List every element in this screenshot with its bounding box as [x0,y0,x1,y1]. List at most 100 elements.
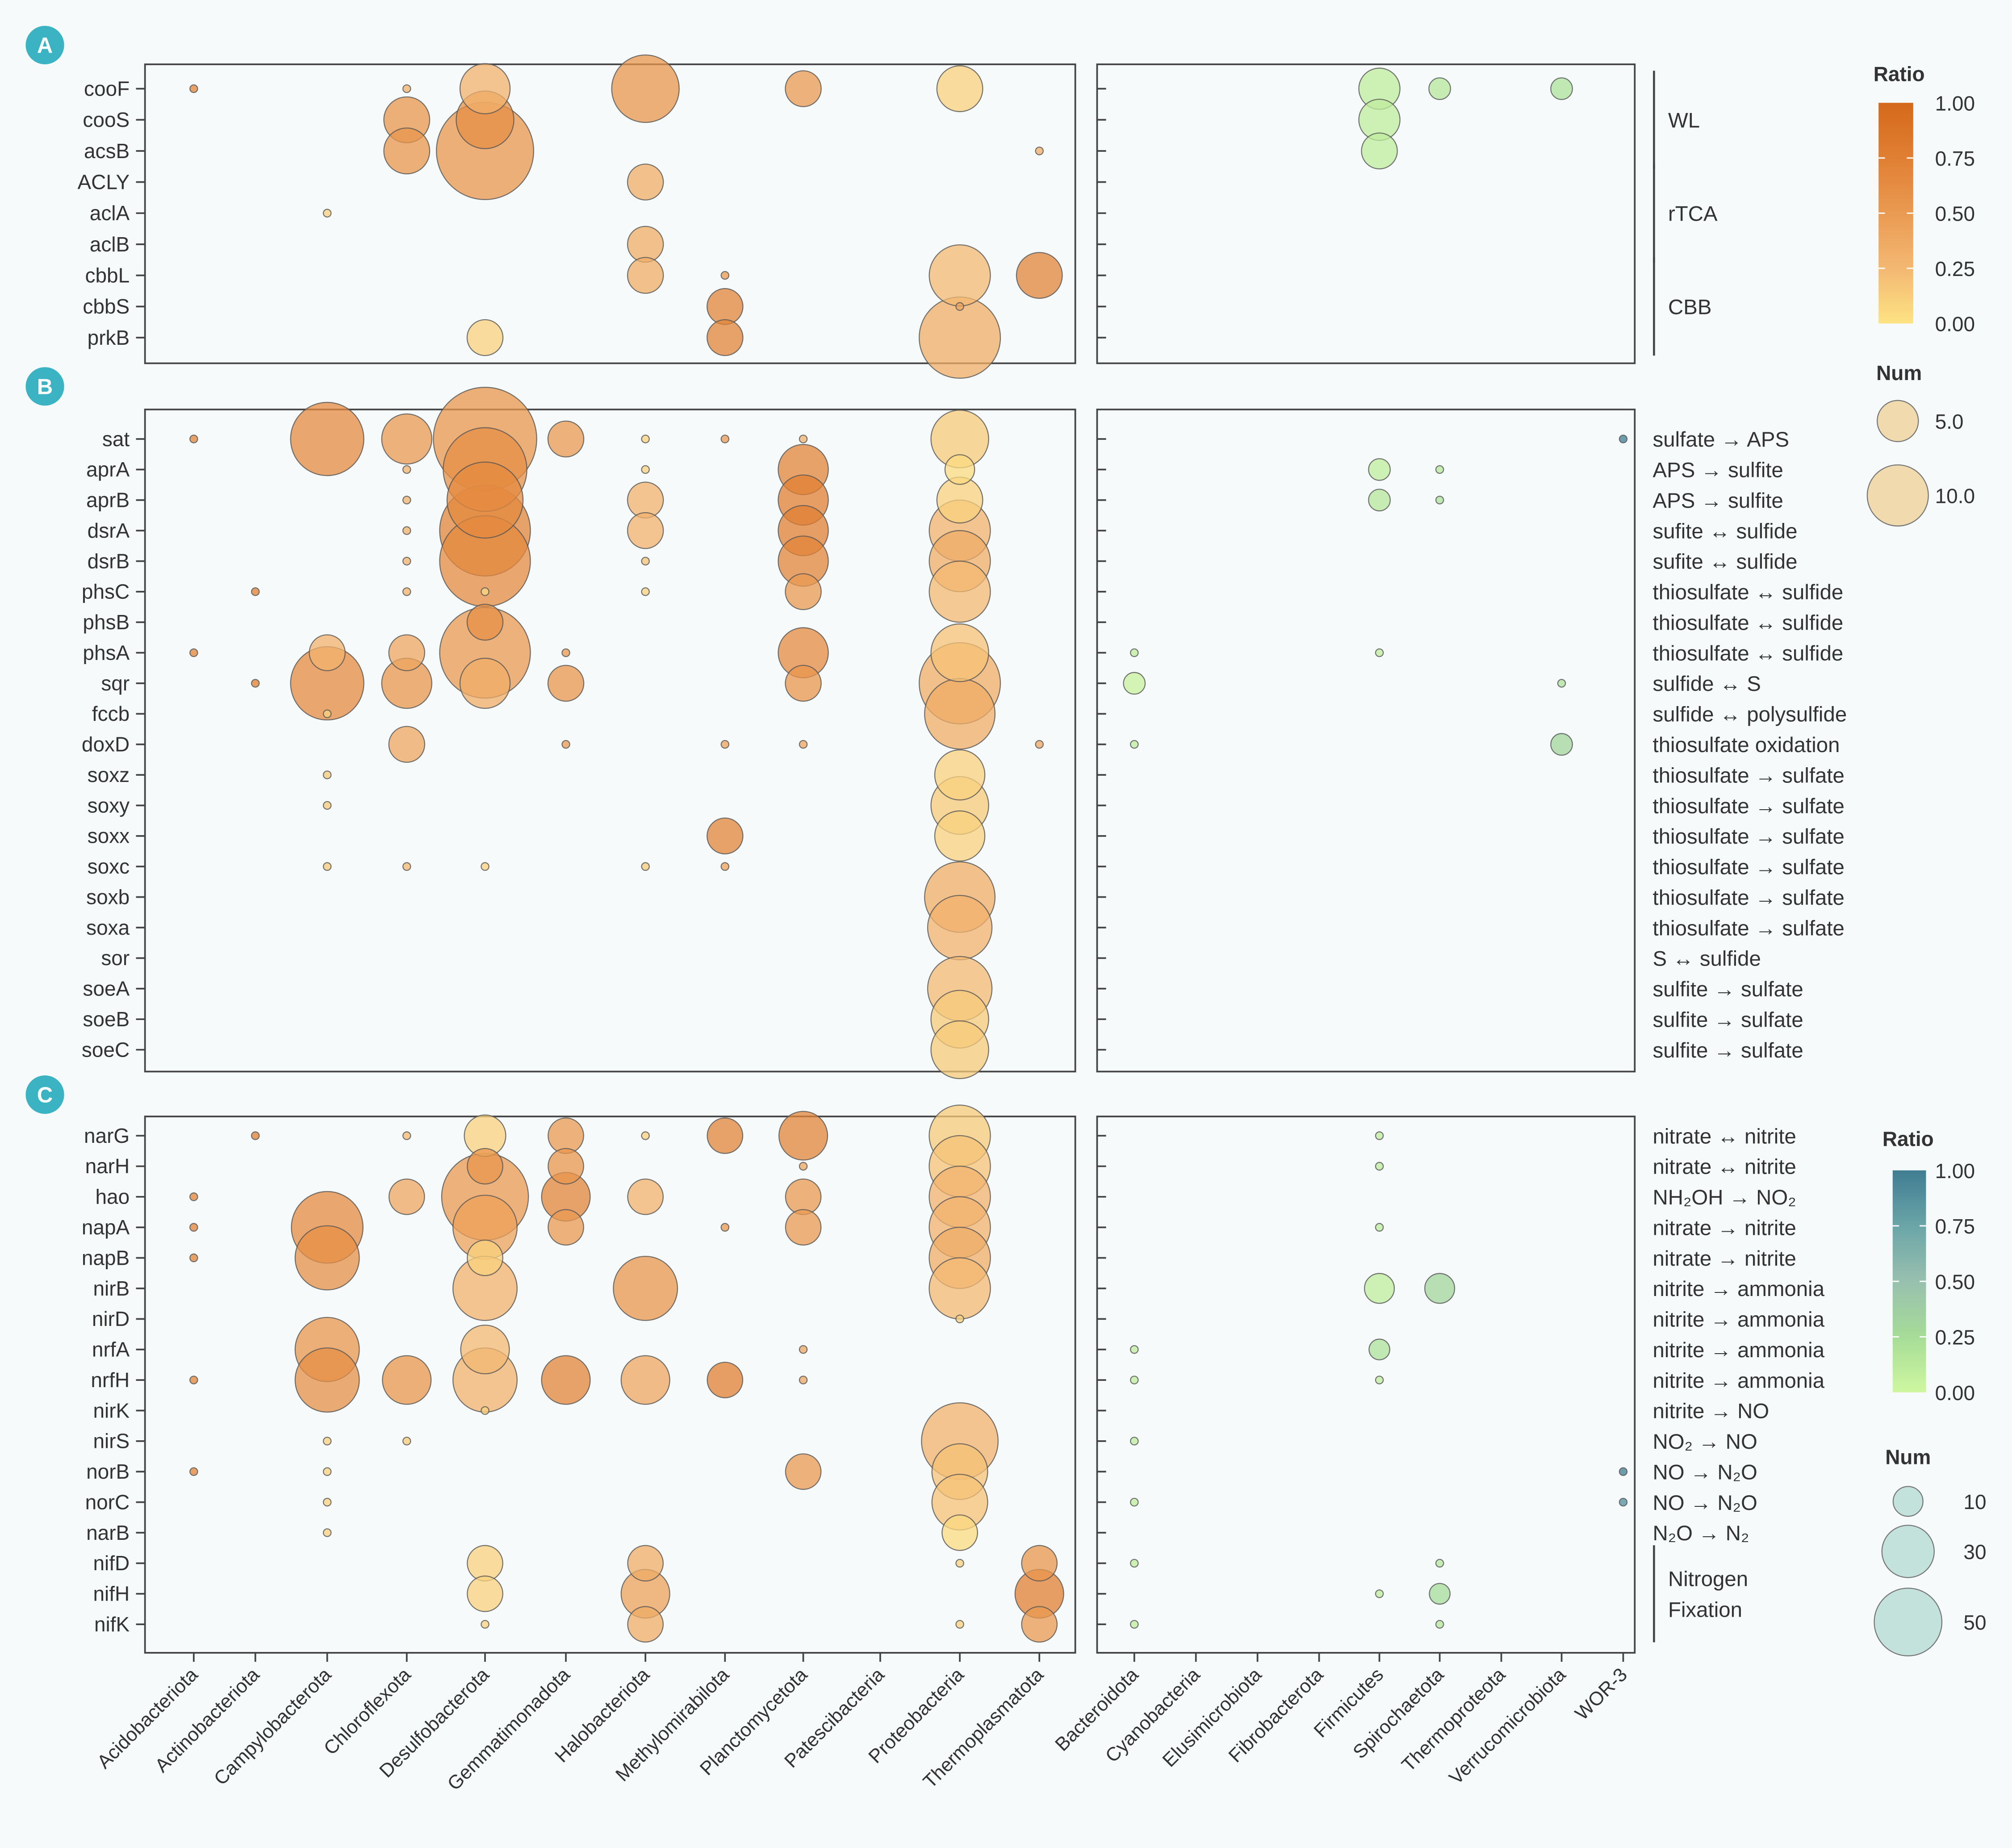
pathway-label: thiosulfate ↔ sulfide [1653,581,1844,604]
bubble-aclB-Halobacteriota [627,226,664,263]
num-legend-circle [1892,1486,1924,1517]
bubble-phsC-Chloroflexota [402,587,411,596]
bubble-cbbS-Methylomirabilota [707,288,744,325]
gene-label: soxy [88,794,130,817]
bubble-phsB-Desulfobacterota [466,603,504,641]
group-label-line: CBB [1668,296,1711,319]
gene-label: cbbS [83,295,130,318]
num-legend-circle [1877,400,1919,442]
bubble-sat-Halobacteriota [641,435,650,443]
gene-label: narG [84,1124,130,1147]
bubble-nifD-Proteobacteria [955,1559,964,1568]
num-legend-label: 10.0 [1935,485,1975,508]
bubble-doxD-Methylomirabilota [720,740,730,749]
bubble-norC-Campylobacterota [322,1497,332,1507]
bubble-phsA-Campylobacterota [309,634,346,671]
bubble-nifD-Bacteroidota [1130,1559,1139,1568]
gene-label: hao [96,1185,130,1208]
bubble-hao-Acidobacteriota [189,1192,198,1201]
bubble-doxD-Bacteroidota [1130,740,1139,749]
bubble-soxx-Methylomirabilota [707,817,744,855]
pathway-label: APS → sulfite [1653,489,1783,513]
bubble-doxD-Thermoplasmatota [1035,740,1044,749]
pathway-label: thiosulfate → sulfate [1653,764,1845,787]
gene-label: nrfH [91,1368,130,1392]
bubble-aprB-Spirochaetota [1435,495,1444,505]
pathway-label: nitrate → nitrite [1653,1216,1796,1240]
bubble-narG-Methylomirabilota [707,1117,744,1154]
bubble-narH-Planctomycetota [799,1162,808,1171]
bubble-sqr-Planctomycetota [785,665,822,702]
gene-label: doxD [82,733,130,756]
pathway-label: nitrite → NO [1653,1400,1769,1423]
bubble-cbbL-Methylomirabilota [720,271,730,280]
x-tick-label: Thermoproteota [1397,1664,1510,1776]
bubble-cooF-Chloroflexota [402,84,411,93]
bubble-phsC-Planctomycetota [785,573,822,610]
pathway-label: S ↔ sulfide [1653,947,1761,971]
bubble-nirB-Spirochaetota [1424,1273,1456,1304]
gene-label: cooF [84,77,130,100]
num-legend-label: 30 [1963,1540,1986,1564]
bubble-hao-Halobacteriota [627,1178,664,1215]
panel-A [136,63,1655,364]
bubble-cooF-Desulfobacterota [459,63,511,114]
pathway-label: nitrite → ammonia [1653,1369,1825,1392]
bubble-dsrB-Chloroflexota [402,556,411,566]
bubble-hao-Chloroflexota [388,1178,425,1215]
bubble-soxc-Halobacteriota [641,862,650,871]
bubble-sqr-Verrucomicrobiota [1557,679,1566,688]
gene-label: soeC [82,1038,130,1061]
bubble-soeC-Proteobacteria [930,1020,989,1079]
bubble-acsB-Firmicutes [1361,132,1398,170]
gene-label: prkB [88,326,130,349]
bubble-cooF-Acidobacteriota [189,84,198,93]
pathway-label: sufite ↔ sulfide [1653,550,1798,574]
gene-label: sat [102,427,130,451]
panel-letter-badge [25,1075,64,1114]
bubble-phsC-Desulfobacterota [481,587,489,596]
bubble-napB-Acidobacteriota [189,1253,198,1263]
ratio-tick-label: 0.50 [1935,202,1975,226]
gene-label: dsrB [88,549,130,573]
pathway-label: sulfite → sulfate [1653,1008,1803,1032]
gene-label: aclA [90,201,130,225]
bubble-nirD-Proteobacteria [955,1314,964,1324]
bubble-nifH-Firmicutes [1375,1589,1384,1598]
pathway-label: NO₂ → NO [1653,1430,1757,1454]
bubble-cooF-Spirochaetota [1428,77,1451,100]
bubble-cooF-Proteobacteria [936,65,983,113]
bubble-norB-Campylobacterota [322,1467,332,1476]
bubble-dsrB-Halobacteriota [641,556,650,566]
pathway-label: NO → N₂O [1653,1460,1757,1484]
gene-label: soeA [83,977,130,1000]
bubble-aprA-Firmicutes [1368,458,1391,481]
bubble-cbbL-Proteobacteria [929,244,991,307]
num-legend-circle [1866,464,1929,527]
bubble-napA-Methylomirabilota [720,1223,730,1232]
bubble-sqr-Actinobacteriota [251,679,260,688]
ratio-tick-label: 0.00 [1935,313,1975,336]
bubble-nrfA-Desulfobacterota [460,1325,510,1375]
pathway-label: thiosulfate → sulfate [1653,886,1845,910]
bubble-nrfH-Planctomycetota [799,1376,808,1384]
bubble-phsA-Chloroflexota [388,634,426,671]
pathway-label: thiosulfate ↔ sulfide [1653,611,1844,635]
gene-label: phsB [83,610,130,634]
panel-letter: A [37,33,53,58]
bubble-nifK-Spirochaetota [1435,1620,1444,1629]
panel-left-frame [144,63,1076,364]
gene-label: nirB [93,1277,130,1300]
pathway-label: sulfide ↔ S [1653,672,1761,696]
ratio-tick-label: 0.25 [1935,1326,1975,1349]
ratio-legend-title: Ratio [1874,62,1925,85]
gene-label: acsB [84,139,130,163]
bubble-nrfH-Gemmatimonadota [541,1355,591,1405]
pathway-label: NH₂OH → NO₂ [1653,1186,1796,1209]
bubble-norB-Planctomycetota [785,1453,822,1490]
bubble-narH-Gemmatimonadota [548,1148,584,1185]
bubble-nrfH-Methylomirabilota [707,1362,744,1398]
gene-label: napA [82,1216,130,1239]
panel-left-frame [144,409,1076,1073]
